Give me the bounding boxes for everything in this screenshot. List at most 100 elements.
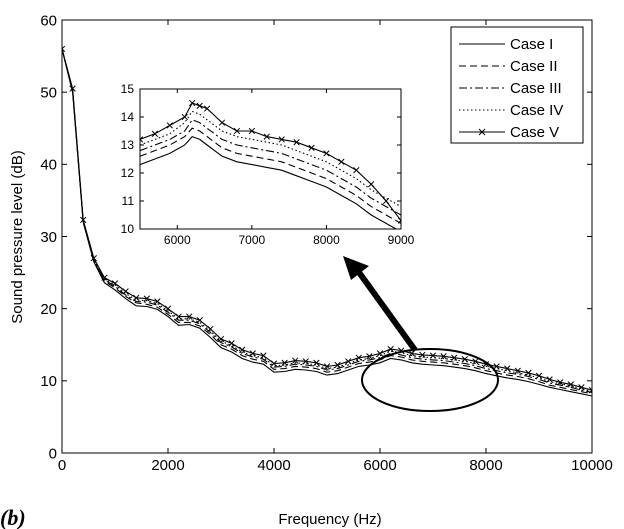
y-axis-label: Sound pressure level (dB) (9, 150, 26, 323)
inset-y-tick-label: 10 (121, 222, 135, 236)
main-series-5-marker (482, 361, 490, 368)
inset-x-tick-label: 6000 (164, 233, 191, 247)
inset-series-5-marker (233, 127, 241, 135)
main-ticks: 0 2000 4000 6000 8000 10000 0 10 20 30 40 50 60 (40, 12, 613, 474)
inset-series-5-marker (166, 122, 173, 129)
main-series (62, 45, 592, 397)
main-series-5-marker (546, 376, 553, 383)
inset-series-5-marker (189, 99, 196, 107)
main-series-5-marker (186, 313, 193, 320)
inset-series-5-marker (196, 102, 203, 109)
main-series-5-marker (249, 350, 256, 357)
main-series-5-marker (143, 295, 150, 302)
main-series-5-marker (62, 45, 66, 53)
main-series-5-marker (588, 387, 592, 394)
legend-label-3: Case III (510, 80, 562, 97)
main-series-5-marker (292, 357, 299, 364)
main-series-line-3 (62, 48, 592, 393)
main-series-5-marker (260, 352, 267, 359)
legend-marker (478, 128, 486, 136)
main-series-5-marker (228, 340, 235, 347)
main-series-5-marker (239, 346, 246, 353)
inset-series-5-marker (278, 136, 285, 143)
main-series-5-marker (366, 353, 373, 360)
legend-label-4: Case IV (510, 102, 563, 119)
inset-series-5-marker (151, 130, 159, 137)
main-series-5-marker (90, 254, 97, 262)
main-series-5-marker (557, 379, 564, 386)
main-y-tick-label: 30 (40, 229, 57, 246)
main-series-5-marker (334, 361, 341, 369)
inset-y-tick-label: 12 (121, 166, 135, 180)
inset-series-5-marker (368, 181, 375, 188)
main-y-tick-label: 20 (40, 301, 57, 318)
inset-series-5-marker (308, 144, 315, 151)
inset-y-tick-label: 14 (121, 110, 135, 124)
inset-series-5-marker (218, 119, 226, 126)
inset-series-5-marker (293, 139, 300, 146)
main-series-5-marker (504, 365, 511, 372)
legend-box (450, 26, 584, 144)
main-series-5-marker (408, 350, 415, 357)
main-series-5-marker (217, 335, 225, 343)
inset-series-5-marker (338, 158, 345, 165)
main-series-5-marker (207, 325, 214, 333)
inset-series-5-marker (323, 150, 330, 157)
inset-ticks: 6000 7000 8000 9000 10 11 12 13 14 15 (121, 82, 415, 247)
inset-series-5-marker (181, 113, 188, 121)
main-series-5-marker (69, 85, 76, 92)
main-series-5-marker (164, 305, 172, 312)
inset-series-5-marker (140, 136, 144, 143)
inset-x-tick-label: 8000 (313, 233, 340, 247)
main-series-5-marker (355, 354, 362, 361)
inset-y-tick-label: 15 (121, 82, 135, 96)
main-series-5-marker (419, 351, 426, 359)
main-series-5-marker (535, 372, 543, 379)
inset-series-5-marker (203, 105, 211, 112)
main-y-tick-label: 10 (40, 373, 57, 390)
legend-label-2: Case II (510, 58, 558, 75)
main-series-5-marker (270, 360, 278, 367)
main-series-line-1 (62, 48, 592, 397)
main-series-5-marker (376, 350, 384, 357)
inset-series-line-1 (140, 135, 398, 229)
main-series-5-marker (154, 298, 161, 305)
main-series-5-marker (175, 313, 182, 320)
inset-series-line-3 (140, 119, 401, 216)
inset-series-5-marker (397, 217, 401, 224)
main-series-5-marker (122, 288, 129, 295)
inset-series-line-5 (140, 102, 401, 221)
main-series-5-marker (578, 384, 585, 391)
main-series-5-marker (387, 345, 394, 353)
main-x-tick-label: 10000 (571, 457, 613, 474)
main-series-5-marker (281, 359, 288, 366)
main-series-5-marker (80, 216, 87, 224)
main-series-5-marker (451, 354, 458, 361)
main-series-5-marker (472, 358, 479, 365)
main-series-line-2 (62, 48, 592, 395)
x-axis-label: Frequency (Hz) (278, 511, 381, 528)
inset-series (140, 99, 401, 229)
main-series-5-marker (514, 367, 521, 374)
main-series-5-marker (133, 294, 140, 301)
inset-series-line-4 (140, 110, 401, 208)
main-series-5-marker (111, 280, 119, 287)
annotation-arrow-head (343, 256, 369, 280)
panel-label: (b) (0, 505, 26, 529)
main-series-5-marker (440, 353, 447, 360)
main-series-5-marker (567, 381, 574, 388)
main-x-tick-label: 4000 (257, 457, 290, 474)
main-y-tick-label: 50 (40, 84, 57, 101)
inset-x-tick-label: 9000 (388, 233, 415, 247)
highlight-ellipse (361, 348, 499, 412)
main-series-5-marker (101, 274, 108, 281)
main-y-tick-label: 40 (40, 157, 57, 174)
main-series-5-marker (302, 358, 309, 365)
inset-y-tick-label: 13 (121, 138, 135, 152)
inset-series-line-2 (140, 127, 401, 224)
main-series-5-marker (323, 363, 331, 370)
main-x-tick-label: 0 (58, 457, 66, 474)
main-x-tick-label: 6000 (363, 457, 396, 474)
main-series-line-4 (62, 48, 592, 393)
